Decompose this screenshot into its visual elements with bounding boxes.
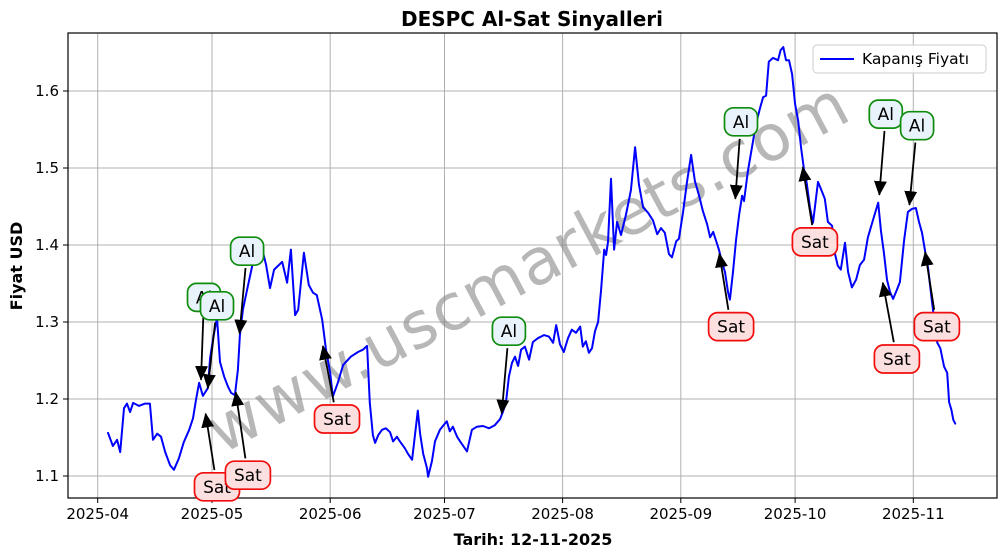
y-tick-label: 1.1 — [35, 467, 59, 485]
sell-signal-label: Sat — [923, 318, 951, 338]
buy-signal-label: Al — [733, 113, 749, 133]
signal-arrows — [195, 130, 936, 471]
x-tick-label: 2025-08 — [531, 505, 594, 523]
buy-signal-arrow — [729, 138, 743, 200]
sell-signal-label: Sat — [203, 478, 231, 498]
x-tick-label: 2025-06 — [299, 505, 362, 523]
x-tick-label: 2025-11 — [882, 505, 945, 523]
buy-signal-label: Al — [209, 297, 225, 317]
buy-signal-label: Al — [909, 117, 925, 137]
x-tick-label: 2025-04 — [66, 505, 129, 523]
watermark: www.uscmarkets.com — [194, 67, 861, 469]
sell-signal-bubble — [707, 311, 755, 342]
sell-signal-arrow — [319, 345, 335, 403]
chart-title: DESPC Al-Sat Sinyalleri — [401, 7, 663, 31]
buy-signal-bubble — [899, 110, 935, 141]
y-tick-label: 1.5 — [35, 159, 59, 177]
y-tick-label: 1.6 — [35, 82, 59, 100]
y-axis-label: Fiyat USD — [7, 222, 26, 311]
signal-bubbles: AlAlAlAlAlAlAlSatSatSatSatSatSatSat — [186, 99, 961, 502]
buy-signal-arrow — [234, 268, 248, 335]
buy-signal-label: Al — [501, 322, 517, 342]
sell-signal-arrow — [798, 166, 814, 226]
buy-signal-label: Al — [878, 105, 894, 125]
buy-signal-arrow — [873, 130, 887, 196]
sell-signal-arrow — [715, 252, 730, 310]
x-tick-label: 2025-09 — [649, 505, 712, 523]
axis-ticks: 2025-04 2025-05 2025-06 2025-07 2025-08 2025-… — [35, 82, 945, 523]
y-tick-label: 1.3 — [35, 313, 59, 331]
buy-signal-bubble — [229, 236, 265, 267]
buy-signal-arrow — [496, 348, 510, 415]
sell-signal-bubble — [224, 460, 272, 491]
y-tick-label: 1.2 — [35, 390, 59, 408]
sell-signal-arrow — [231, 391, 247, 459]
sell-signal-arrow — [878, 281, 895, 343]
x-axis-label: Tarih: 12-11-2025 — [454, 530, 613, 549]
legend-label: Kapanış Fiyatı — [862, 50, 969, 68]
x-tick-label: 2025-05 — [181, 505, 244, 523]
buy-signal-arrow — [195, 314, 208, 381]
legend: Kapanış Fiyatı — [812, 44, 987, 74]
legend-box — [812, 44, 987, 74]
buy-signal-label: Al — [239, 242, 255, 262]
sell-signal-label: Sat — [883, 350, 911, 370]
buy-signal-bubble — [199, 290, 235, 321]
sell-signal-bubble — [873, 344, 921, 374]
buy-signal-bubble — [723, 106, 759, 137]
buy-signal-arrow — [904, 142, 918, 206]
plot-border — [67, 32, 998, 499]
x-tick-label: 2025-07 — [413, 505, 476, 523]
sell-signal-bubble — [313, 404, 361, 434]
sell-signal-label: Sat — [323, 410, 351, 430]
sell-signal-label: Sat — [717, 318, 745, 338]
sell-signal-arrow — [920, 251, 936, 310]
buy-signal-bubble — [491, 316, 527, 347]
gridlines — [68, 33, 997, 498]
sell-signal-label: Sat — [801, 233, 829, 253]
sell-signal-arrow — [201, 412, 216, 471]
x-tick-label: 2025-10 — [764, 505, 827, 523]
sell-signal-label: Sat — [234, 466, 262, 486]
y-tick-label: 1.4 — [35, 236, 59, 254]
sell-signal-bubble — [913, 311, 961, 342]
buy-signal-arrow — [202, 322, 216, 390]
sell-signal-bubble — [791, 227, 839, 257]
